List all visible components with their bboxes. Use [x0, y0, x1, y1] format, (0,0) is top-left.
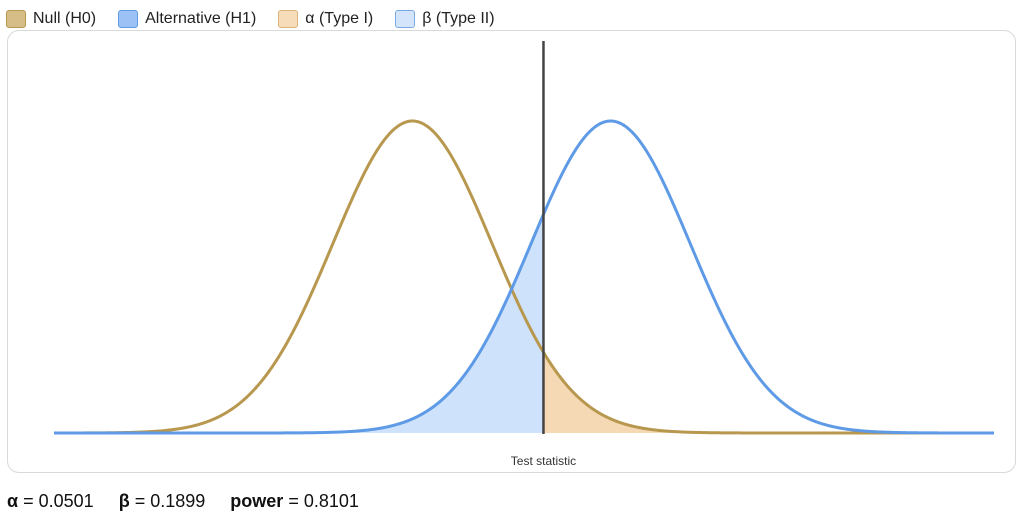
null-curve	[54, 119, 994, 435]
beta-area	[54, 214, 544, 433]
legend-label-beta: β (Type II)	[422, 10, 495, 27]
alpha-area	[543, 352, 994, 433]
stat-alpha-label: α	[7, 491, 19, 511]
stat-power: power = 0.8101	[230, 491, 359, 511]
stat-alpha: α = 0.0501	[7, 491, 94, 511]
stats-row: α = 0.0501 β = 0.1899 power = 0.8101	[7, 491, 379, 512]
stat-alpha-value: = 0.0501	[23, 491, 94, 511]
legend-swatch-beta	[395, 10, 416, 28]
legend-label-null: Null (H0)	[33, 10, 97, 27]
chart-legend: Null (H0) Alternative (H1) α (Type I) β …	[6, 6, 495, 32]
chart-card: Test statistic	[7, 30, 1016, 473]
distribution-chart: Test statistic	[54, 41, 994, 468]
legend-label-alpha: α (Type I)	[305, 10, 374, 27]
alternative-curve	[54, 119, 994, 435]
stat-beta: β = 0.1899	[119, 491, 206, 511]
x-axis-label: Test statistic	[511, 454, 576, 468]
stat-beta-label: β	[118, 491, 130, 511]
stat-power-value: = 0.8101	[288, 491, 359, 511]
legend-swatch-alternative	[118, 10, 139, 28]
stat-power-label: power	[230, 491, 284, 511]
legend-item-beta[interactable]: β (Type II)	[395, 10, 495, 28]
legend-item-null[interactable]: Null (H0)	[6, 10, 96, 28]
legend-item-alpha[interactable]: α (Type I)	[278, 10, 373, 28]
stat-beta-value: = 0.1899	[134, 491, 206, 511]
legend-swatch-alpha	[278, 10, 299, 28]
legend-item-alternative[interactable]: Alternative (H1)	[118, 10, 256, 28]
legend-label-alternative: Alternative (H1)	[145, 10, 257, 27]
legend-swatch-null	[6, 10, 26, 28]
